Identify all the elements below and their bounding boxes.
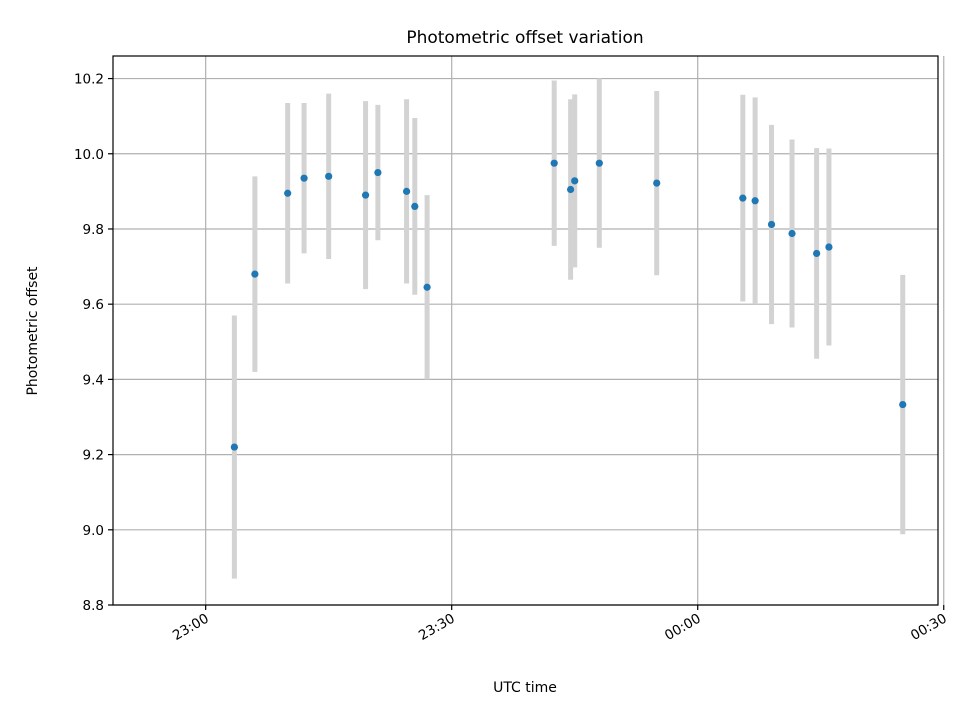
x-tick-label: 23:00 xyxy=(170,611,212,644)
data-point xyxy=(230,443,238,451)
data-point xyxy=(739,194,747,202)
data-point xyxy=(899,400,907,409)
data-point xyxy=(550,159,558,167)
data-point xyxy=(300,174,308,182)
data-point xyxy=(653,179,661,187)
x-tick-label: 00:00 xyxy=(662,611,704,644)
x-axis-label: UTC time xyxy=(493,680,557,696)
data-point xyxy=(595,159,603,167)
data-point xyxy=(325,172,333,180)
plot-frame xyxy=(112,55,939,606)
y-axis: 8.8 9.0 9.2 9.4 9.6 9.8 10.0 10.2 xyxy=(74,72,113,614)
y-tick-label: 8.8 xyxy=(83,598,104,614)
y-tick-label: 9.8 xyxy=(83,222,104,238)
data-point xyxy=(374,168,382,177)
chart-title: Photometric offset variation xyxy=(406,28,643,48)
grid xyxy=(113,56,945,606)
data-point xyxy=(825,243,833,251)
x-tick-label: 00:30 xyxy=(908,611,950,644)
plot-area xyxy=(113,56,938,605)
y-axis-label: Photometric offset xyxy=(25,266,41,396)
data-point xyxy=(788,229,796,238)
data-point xyxy=(423,283,431,291)
data-point xyxy=(751,197,759,205)
data-point xyxy=(767,220,776,229)
data-point xyxy=(361,191,370,199)
data-point xyxy=(284,189,292,197)
y-tick-label: 9.2 xyxy=(83,448,104,464)
data-points xyxy=(230,159,907,451)
y-tick-label: 10.2 xyxy=(74,72,104,88)
data-point xyxy=(813,249,821,258)
x-tick-label: 23:30 xyxy=(416,611,458,644)
data-point xyxy=(411,202,419,211)
data-point xyxy=(402,187,411,195)
y-tick-label: 9.0 xyxy=(83,523,104,539)
y-tick-label: 9.4 xyxy=(83,372,104,388)
y-tick-label: 10.0 xyxy=(74,147,104,163)
y-tick-label: 9.6 xyxy=(83,297,104,313)
data-point xyxy=(567,185,575,194)
data-point xyxy=(251,270,259,278)
data-point xyxy=(571,177,579,185)
